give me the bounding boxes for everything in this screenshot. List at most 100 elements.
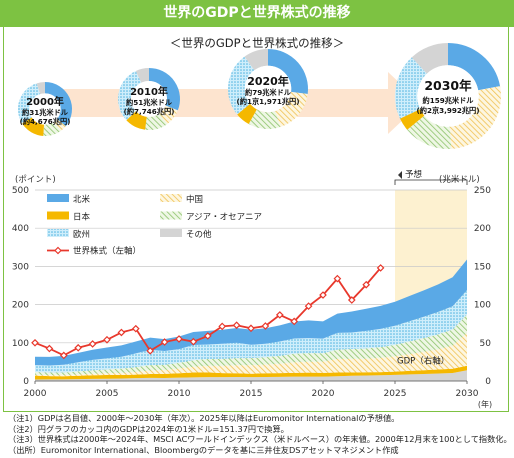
stock-point [88, 340, 97, 348]
donut-slice-北米 [148, 68, 180, 111]
page-title: 世界のGDPと世界株式の推移 [163, 5, 351, 21]
stock-point [218, 322, 227, 331]
forecast-arrow-head [398, 171, 402, 179]
donut-hole [131, 81, 167, 117]
footnote-source: （出所）Euromonitor International、Bloombergの… [8, 444, 399, 455]
donut-jpy: (約4,676兆円) [20, 117, 71, 126]
legend-swatch-日本 [47, 211, 69, 220]
stock-point [247, 324, 255, 333]
donut-slice-中国 [159, 105, 178, 125]
donut-slice-北米 [267, 49, 308, 95]
stock-point [146, 346, 155, 355]
donut-slice-欧州 [118, 70, 142, 121]
y-left-tick-label: 100 [12, 339, 29, 349]
legend-swatch-欧州 [47, 229, 69, 237]
stock-point [59, 351, 68, 360]
donut-hole [29, 93, 61, 125]
donut-slice-日本 [400, 108, 425, 130]
donut-year: 2010年 [130, 85, 168, 98]
donut-hole [244, 65, 292, 113]
footnote-2: （注2）円グラフのカッコ内のGDPは2024年の1米ドル=151.37円で換算。 [8, 423, 289, 434]
stock-point [103, 335, 111, 344]
x-tick-label: 2010 [168, 389, 191, 399]
title-banner [0, 0, 514, 27]
legend-label-stock: 世界株式（左軸） [73, 246, 141, 257]
legend-swatch-中国 [160, 194, 182, 202]
donut-slice-アジア・オセアニア [407, 115, 452, 149]
donut-slice-アジア・オセアニア [248, 109, 281, 129]
stock-point [376, 264, 385, 272]
legend-label-その他: その他 [186, 229, 212, 240]
donut-slice-その他 [244, 49, 269, 71]
donut-slice-日本 [237, 103, 258, 125]
footnote-3: （注3）世界株式は2000年～2024年、MSCI ACワールドインデックス（米… [8, 434, 512, 445]
stock-point [45, 344, 54, 353]
donut-year: 2030年 [424, 78, 472, 93]
donut-hole [417, 65, 479, 127]
legend-swatch-その他 [160, 229, 182, 237]
x-tick-label: 2030 [456, 389, 479, 399]
stock-point [175, 335, 183, 343]
x-tick-label: 2005 [96, 389, 119, 399]
y-left-tick-label: 500 [12, 186, 29, 196]
stock-point [275, 311, 284, 319]
donut-year: 2020年 [247, 74, 289, 88]
donut-slice-欧州 [18, 83, 41, 124]
donut-slice-中国 [449, 86, 501, 149]
area-その他 [35, 370, 467, 381]
y-left-tick-label: 400 [12, 224, 29, 234]
x-tick-label: 2015 [240, 389, 263, 399]
chart-frame [3, 27, 509, 412]
stock-point [319, 291, 327, 299]
legend-swatch-北米 [47, 194, 69, 202]
donut-slice-その他 [135, 68, 150, 83]
stock-point [232, 321, 241, 330]
x-unit-label: (年) [478, 399, 492, 409]
footnote-1: （注1）GDPは名目値、2000年～2030年（年次）。2025年以降はEuro… [8, 413, 400, 423]
y-left-tick-label: 0 [23, 377, 29, 387]
stock-point [203, 332, 212, 340]
area-日本 [35, 365, 467, 380]
legend-label-中国: 中国 [186, 194, 203, 205]
y-right-tick-label: 100 [474, 301, 491, 311]
forecast-label: 予想 [405, 169, 423, 180]
stock-point [333, 274, 342, 283]
y-left-tick-label: 200 [12, 301, 29, 311]
y-right-label: (兆米ドル) [439, 174, 480, 185]
stock-point [131, 324, 140, 333]
donut-slice-欧州 [395, 57, 428, 119]
legend-swatch-アジア・オセアニア [160, 211, 182, 220]
donut-slice-アジア・オセアニア [43, 121, 61, 136]
stock-point [189, 337, 198, 346]
donut-year: 2000年 [26, 95, 64, 108]
donut-slice-その他 [411, 43, 449, 75]
x-tick-label: 2020 [312, 389, 335, 399]
x-tick-label: 2000 [24, 389, 47, 399]
donut-slice-中国 [54, 118, 66, 131]
stock-point [160, 338, 169, 346]
donut-slice-アジア・オセアニア [145, 113, 168, 130]
y-right-tick-label: 200 [474, 224, 491, 234]
forecast-bracket [394, 179, 468, 185]
stock-point [261, 322, 270, 330]
donut-slice-欧州 [228, 56, 255, 115]
footnotes: （注1）GDPは名目値、2000年～2030年（年次）。2025年以降はEuro… [8, 413, 514, 455]
stock-point [347, 296, 356, 304]
stock-point [117, 328, 126, 337]
donut-slice-中国 [274, 91, 308, 128]
y-right-tick-label: 50 [480, 339, 492, 349]
y-right-tick-label: 250 [474, 186, 491, 196]
donut-jpy: (約1京1,971兆円) [236, 97, 299, 106]
area-北米 [35, 259, 467, 366]
legend-label-北米: 北米 [73, 194, 91, 205]
stock-point [362, 280, 371, 289]
x-tick-label: 2025 [384, 389, 407, 399]
y-right-tick-label: 0 [485, 377, 491, 387]
area-アジア・オセアニア [35, 314, 467, 376]
donut-total: 約159兆米ドル [423, 96, 475, 105]
stock-point [304, 302, 313, 310]
donut-slice-その他 [36, 82, 46, 95]
legend-marker-stock [54, 246, 62, 255]
